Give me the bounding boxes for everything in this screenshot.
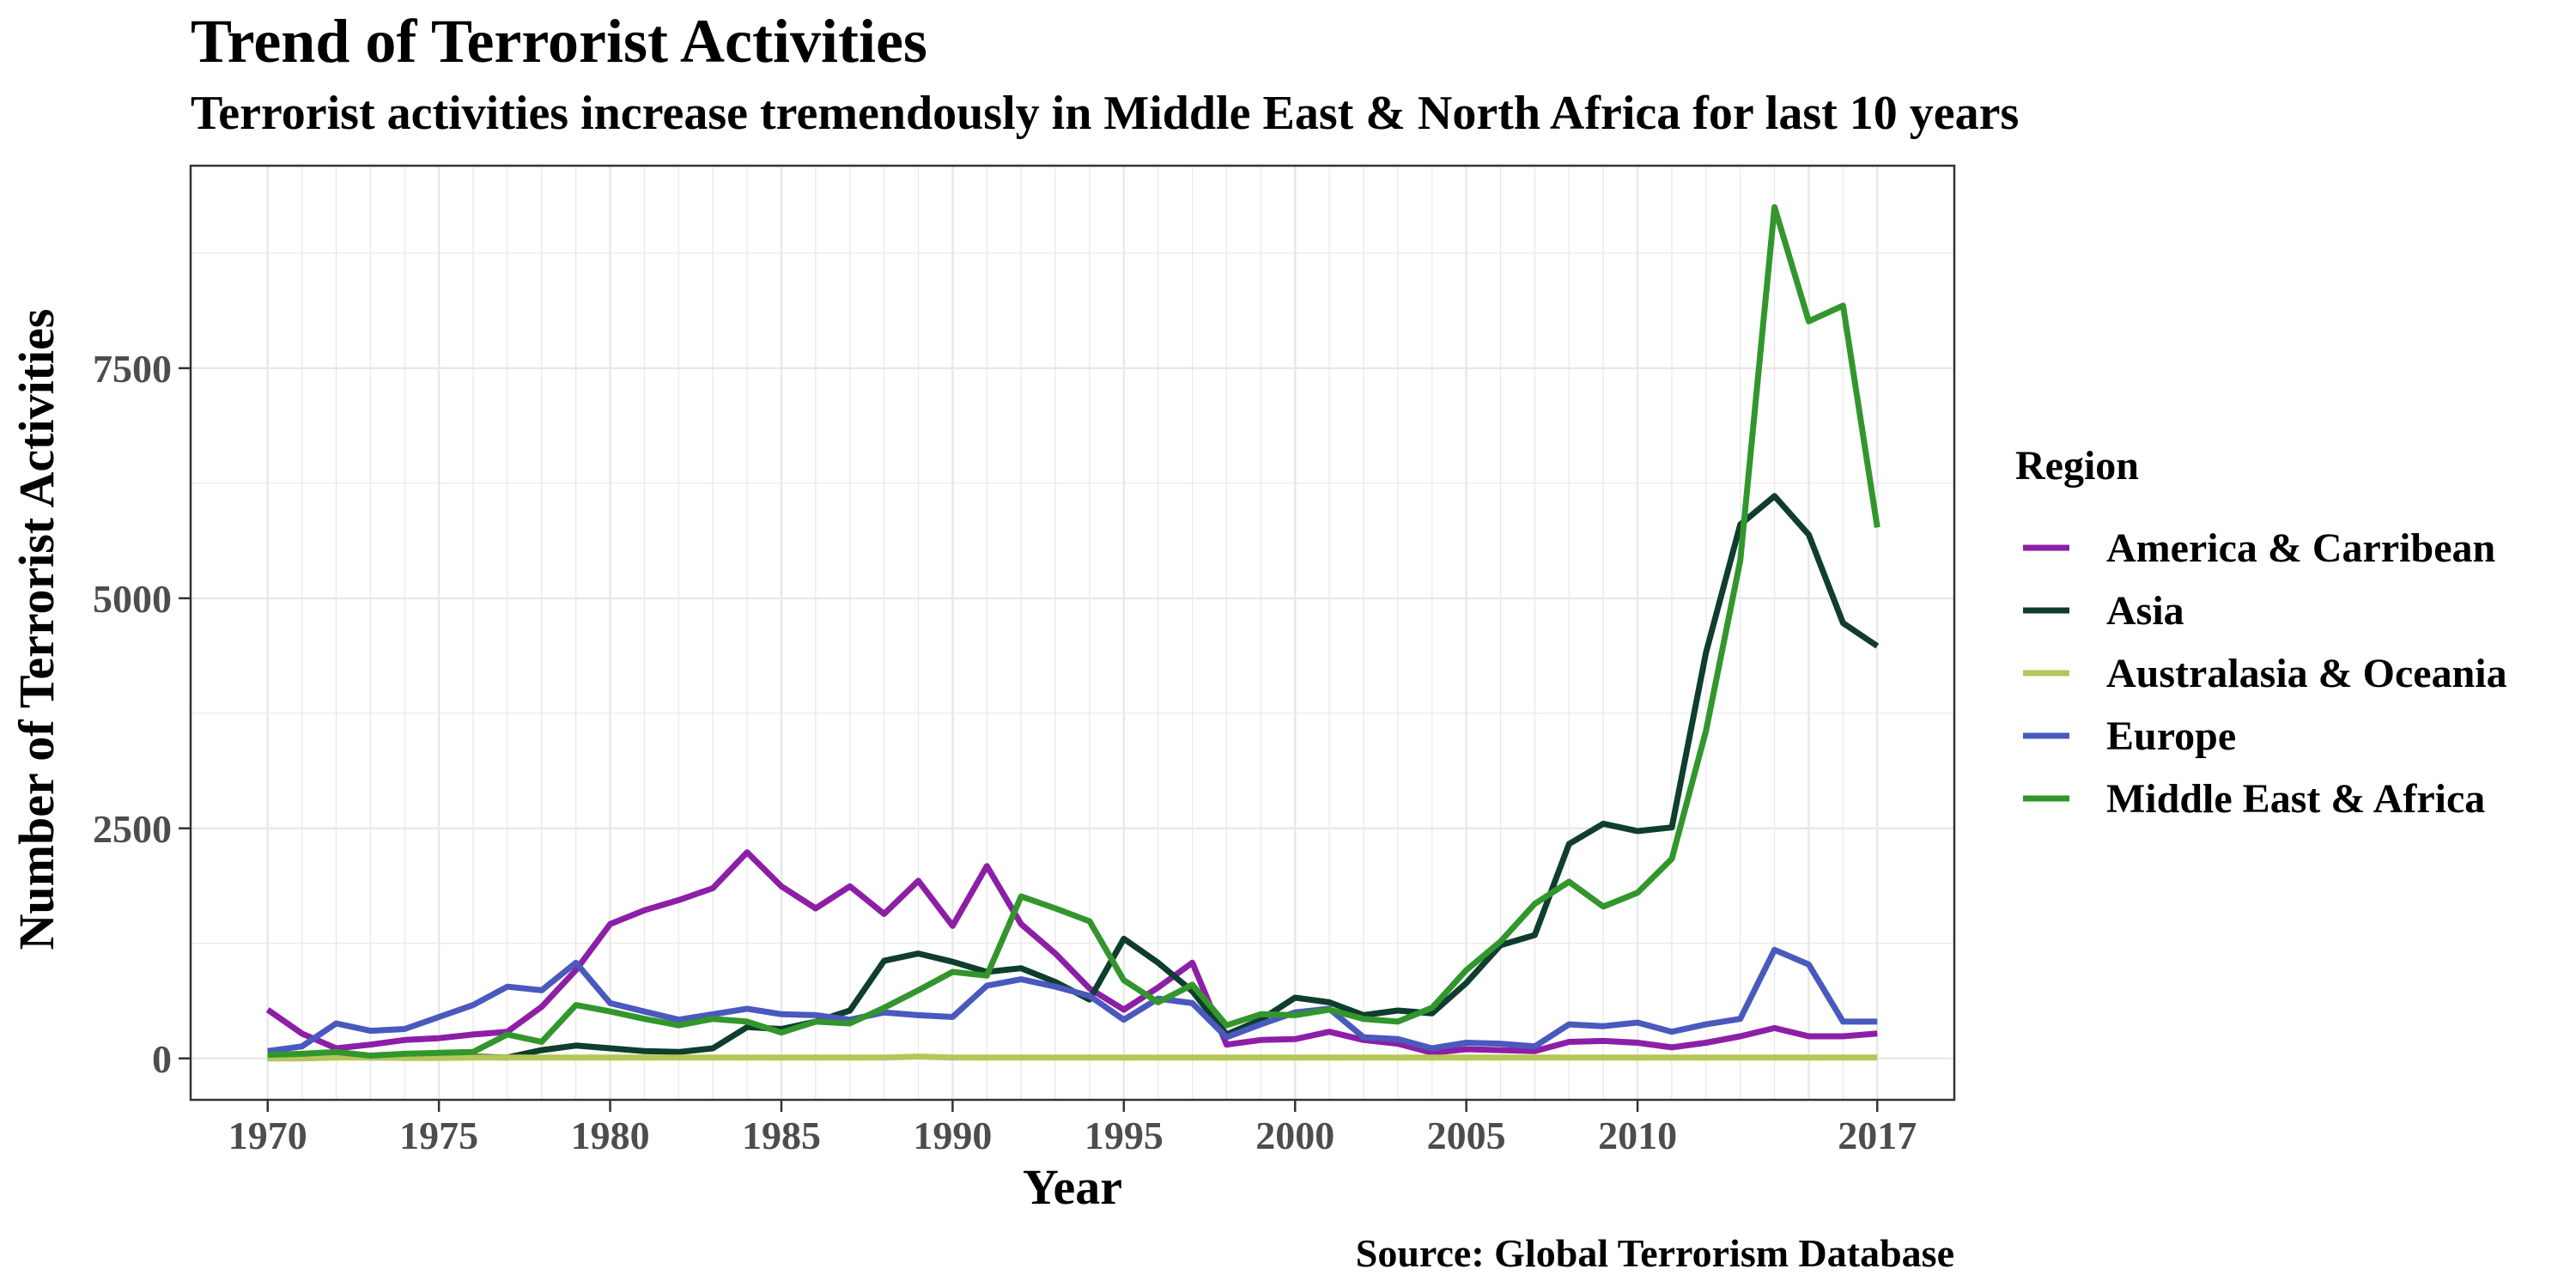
chart-title: Trend of Terrorist Activities [191, 7, 927, 76]
x-axis: 1970 1975 1980 1985 1990 1995 2000 2005 2010 2017 [228, 1100, 1917, 1157]
x-tick-label: 1975 [399, 1114, 478, 1157]
series-line-4 [267, 203, 1880, 1059]
x-tick-label: 2017 [1838, 1114, 1917, 1157]
series-line-2 [267, 1053, 1878, 1062]
plot-background [191, 166, 1954, 1100]
legend-label-4: Middle East & Africa [2106, 776, 2485, 822]
legend-label-3: Europe [2106, 713, 2236, 759]
y-axis-title: Number of Terrorist Activities [9, 309, 64, 950]
legend-title: Region [2015, 443, 2139, 489]
x-tick-label: 1985 [742, 1114, 821, 1157]
series-lines [265, 203, 1880, 1062]
grid-lines [191, 166, 1954, 1100]
x-tick-label: 1990 [913, 1114, 992, 1157]
x-tick-label: 1980 [571, 1114, 650, 1157]
y-axis: 0 2500 5000 7500 [93, 347, 191, 1081]
x-tick-label: 2000 [1255, 1114, 1334, 1157]
y-tick-label: 2500 [93, 807, 172, 851]
y-tick-label: 5000 [93, 577, 172, 621]
x-axis-title: Year [1023, 1159, 1122, 1215]
chart-caption: Source: Global Terrorism Database [1356, 1231, 1954, 1275]
y-tick-label: 0 [152, 1037, 172, 1081]
legend-label-2: Australasia & Oceania [2106, 651, 2507, 696]
plot-area [191, 166, 1954, 1100]
x-tick-label: 2005 [1427, 1114, 1506, 1157]
chart-subtitle: Terrorist activities increase tremendous… [191, 87, 2019, 140]
plot-border [189, 164, 1956, 1102]
x-tick-label: 1970 [228, 1114, 307, 1157]
x-tick-label: 2010 [1598, 1114, 1677, 1157]
x-tick-label: 1995 [1084, 1114, 1163, 1157]
series-line-0 [265, 849, 1878, 1056]
legend-label-0: America & Carribean [2106, 525, 2495, 571]
legend-label-1: Asia [2106, 588, 2184, 634]
y-tick-label: 7500 [93, 347, 172, 391]
legend: Region America & Carribean Asia Australasi… [2015, 443, 2507, 822]
series-line-3 [267, 946, 1878, 1054]
